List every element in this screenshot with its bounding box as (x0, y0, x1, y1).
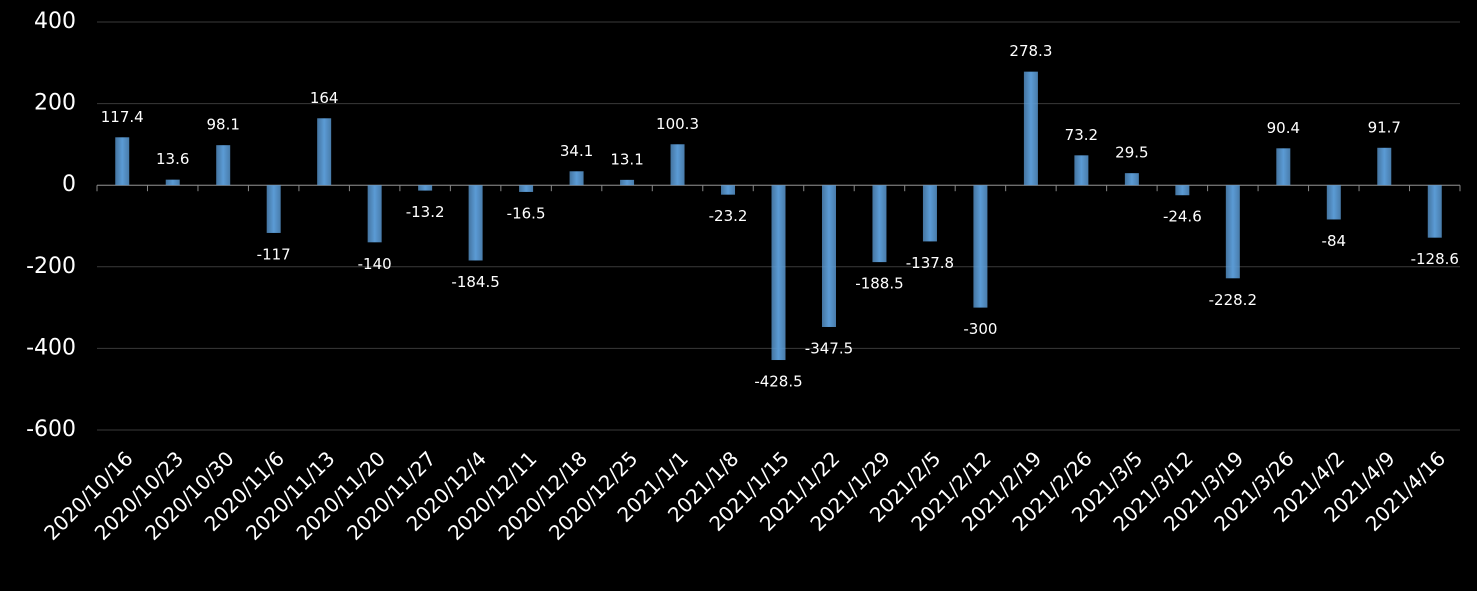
value-label: -23.2 (709, 207, 748, 225)
bar (1124, 173, 1139, 186)
value-label: 164 (310, 89, 339, 107)
value-label: 34.1 (560, 142, 593, 160)
value-label: 90.4 (1267, 119, 1300, 137)
y-tick-label: 400 (34, 9, 76, 34)
value-label: -428.5 (754, 373, 802, 391)
value-label: 278.3 (1009, 42, 1052, 60)
value-label: -128.6 (1411, 250, 1459, 268)
bar (266, 185, 281, 233)
bar (115, 137, 130, 186)
bar (1023, 71, 1038, 186)
bar (771, 185, 786, 361)
value-label: -188.5 (855, 275, 903, 293)
value-label: -24.6 (1163, 208, 1202, 226)
value-label: -300 (963, 320, 997, 338)
bar (1074, 155, 1089, 186)
value-label: 29.5 (1115, 144, 1148, 162)
value-label: 100.3 (656, 115, 699, 133)
value-label: -140 (358, 255, 392, 273)
value-label: 13.1 (610, 150, 643, 168)
bar (165, 179, 180, 186)
bar (1377, 147, 1392, 186)
value-label: 91.7 (1368, 118, 1401, 136)
value-label: -228.2 (1209, 291, 1257, 309)
bar (872, 185, 887, 263)
bar (468, 185, 483, 261)
y-tick-label: -400 (26, 335, 76, 360)
bar (418, 185, 433, 191)
bar (216, 145, 231, 186)
bar (1326, 185, 1341, 220)
bar (1276, 148, 1291, 186)
y-tick-label: -600 (26, 417, 76, 442)
bar (620, 179, 635, 186)
bar (519, 185, 534, 192)
y-tick-label: 0 (62, 172, 76, 197)
value-label: -117 (257, 245, 291, 263)
value-label: 13.6 (156, 150, 189, 168)
bar (569, 171, 584, 186)
bar (367, 185, 382, 243)
bar (317, 118, 332, 186)
value-label: -13.2 (406, 203, 445, 221)
bar (1427, 185, 1442, 238)
y-tick-label: -200 (26, 254, 76, 279)
value-label: -16.5 (507, 204, 546, 222)
value-label: -347.5 (805, 339, 853, 357)
bar (1225, 185, 1240, 279)
value-label: -84 (1322, 232, 1347, 250)
bar (973, 185, 988, 308)
bar (821, 185, 836, 327)
bar (1175, 185, 1190, 196)
y-tick-label: 200 (34, 91, 76, 116)
value-label: 117.4 (101, 108, 144, 126)
value-label: -184.5 (451, 273, 499, 291)
value-label: -137.8 (906, 254, 954, 272)
bar (721, 185, 736, 195)
value-label: 98.1 (207, 116, 240, 134)
bar (670, 144, 685, 186)
bar (922, 185, 937, 242)
value-label: 73.2 (1065, 126, 1098, 144)
